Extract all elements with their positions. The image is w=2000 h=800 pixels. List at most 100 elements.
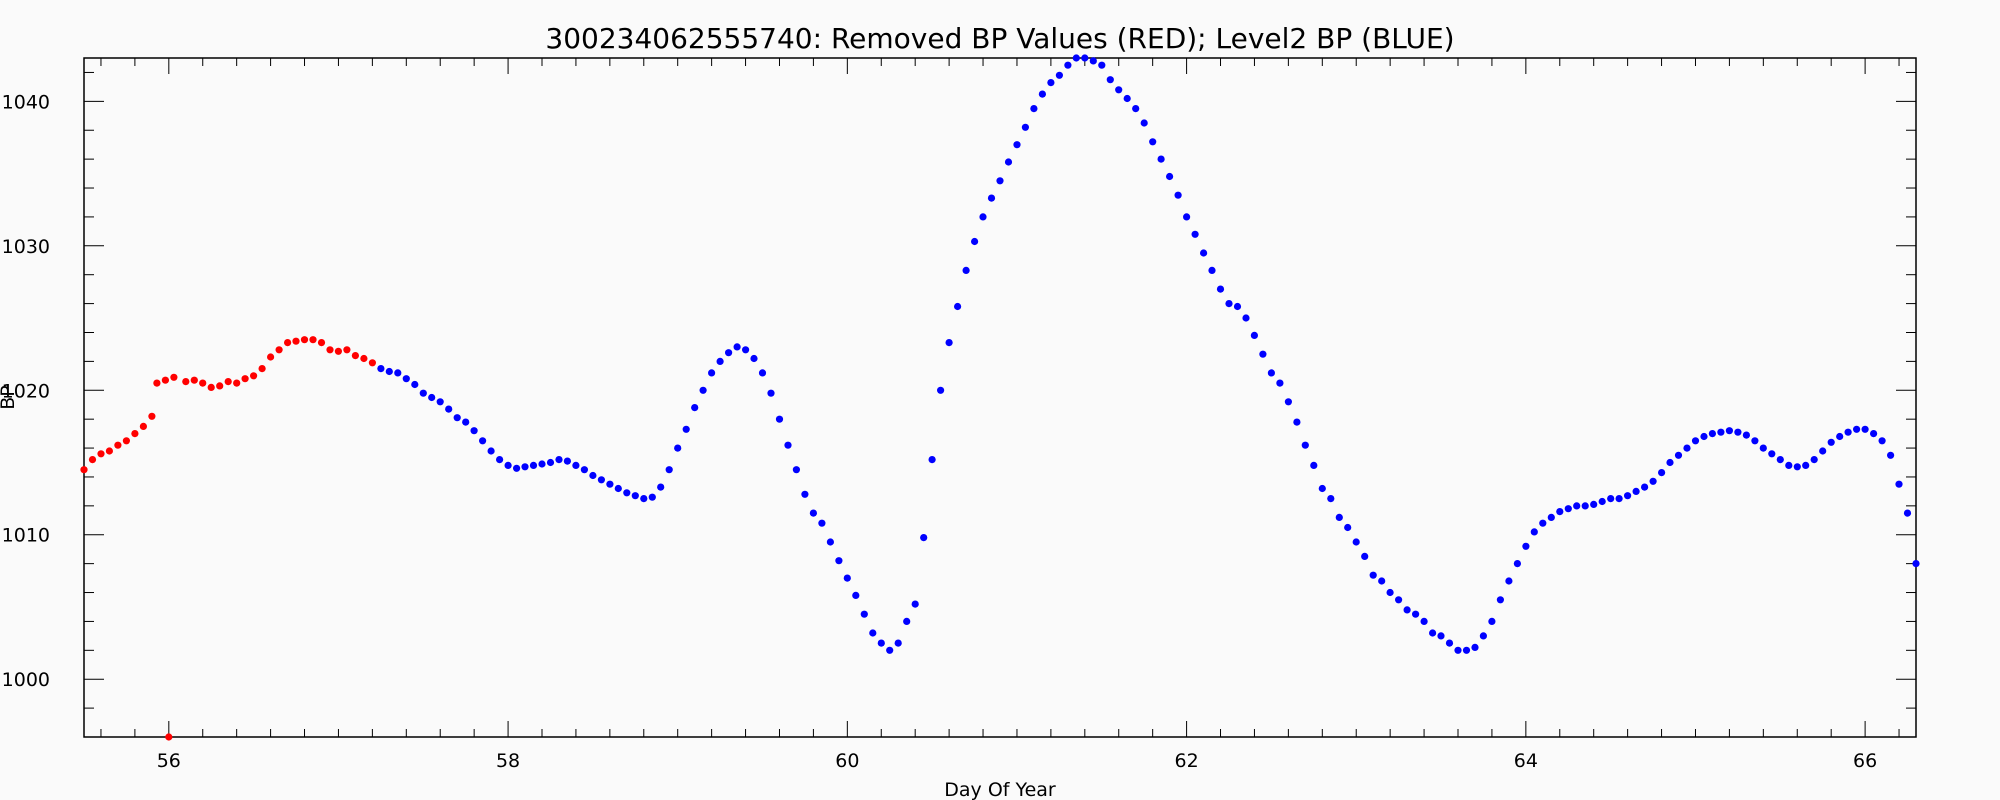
data-points bbox=[80, 54, 1920, 741]
level2-bp-point bbox=[1878, 437, 1886, 445]
removed-bp-point bbox=[343, 346, 351, 354]
level2-bp-point bbox=[691, 404, 699, 412]
removed-bp-point bbox=[122, 437, 130, 445]
level2-bp-point bbox=[580, 466, 589, 474]
level2-bp-point bbox=[1395, 596, 1403, 604]
level2-bp-point bbox=[1030, 105, 1038, 113]
level2-bp-point bbox=[860, 610, 868, 618]
level2-bp-point bbox=[1106, 76, 1114, 84]
level2-bp-point bbox=[563, 457, 572, 465]
removed-bp-point bbox=[224, 378, 232, 386]
level2-bp-point bbox=[1598, 497, 1606, 506]
x-tick-label: 64 bbox=[1514, 750, 1538, 772]
level2-bp-point bbox=[1624, 492, 1632, 500]
level2-bp-point bbox=[1132, 105, 1140, 113]
level2-bp-point bbox=[504, 461, 512, 469]
plot-area: 56 58 60 62 64 66 1000 1010 1020 1030 1040 bbox=[2, 54, 1920, 772]
level2-bp-point bbox=[445, 405, 453, 413]
level2-bp-point bbox=[470, 427, 478, 435]
level2-bp-point bbox=[1276, 379, 1284, 387]
level2-bp-point bbox=[750, 354, 758, 363]
removed-bp-point bbox=[170, 373, 178, 381]
level2-bp-point bbox=[1471, 643, 1479, 652]
level2-bp-point bbox=[377, 365, 385, 373]
level2-bp-point bbox=[428, 393, 436, 402]
level2-bp-point bbox=[1157, 155, 1165, 163]
removed-bp-point bbox=[165, 733, 173, 741]
level2-bp-point bbox=[1700, 432, 1708, 441]
level2-bp-point bbox=[1683, 444, 1691, 452]
y-axis-label: BP bbox=[0, 385, 19, 410]
removed-bp-point bbox=[360, 354, 368, 363]
level2-bp-point bbox=[1734, 428, 1742, 436]
level2-bp-point bbox=[733, 343, 741, 351]
level2-bp-point bbox=[877, 639, 885, 647]
level2-bp-point bbox=[1420, 617, 1428, 626]
level2-bp-point bbox=[920, 534, 928, 542]
level2-bp-point bbox=[1140, 119, 1148, 127]
removed-bp-point bbox=[182, 378, 190, 386]
level2-bp-point bbox=[1590, 500, 1598, 508]
level2-bp-point bbox=[979, 213, 987, 221]
level2-bp-point bbox=[1208, 266, 1216, 274]
level2-bp-point bbox=[1505, 577, 1513, 585]
level2-bp-point bbox=[1802, 461, 1810, 469]
y-tick-label: 1040 bbox=[2, 91, 50, 113]
removed-bp-point bbox=[233, 379, 241, 387]
level2-bp-point bbox=[869, 629, 877, 637]
level2-bp-point bbox=[1895, 480, 1903, 488]
level2-bp-point bbox=[945, 339, 953, 347]
level2-bp-point bbox=[1513, 560, 1521, 568]
level2-bp-point bbox=[801, 490, 809, 498]
removed-bp-point bbox=[351, 352, 359, 360]
level2-bp-point bbox=[835, 557, 843, 565]
level2-bp-point bbox=[1581, 502, 1589, 510]
level2-bp-point bbox=[1632, 487, 1640, 495]
level2-bp-point bbox=[1445, 639, 1454, 647]
removed-bp-point bbox=[292, 337, 300, 345]
level2-bp-point bbox=[1810, 456, 1818, 464]
level2-bp-point bbox=[1174, 191, 1182, 199]
level2-bp-point bbox=[1038, 90, 1046, 98]
level2-bp-point bbox=[1429, 629, 1437, 637]
level2-bp-point bbox=[436, 398, 444, 406]
removed-bp-point bbox=[190, 376, 198, 384]
level2-bp-point bbox=[453, 414, 461, 422]
level2-bp-point bbox=[546, 458, 555, 467]
level2-bp-point bbox=[1708, 430, 1716, 438]
level2-bp-point bbox=[1785, 461, 1793, 469]
level2-bp-point bbox=[1870, 430, 1878, 438]
level2-bp-point bbox=[996, 177, 1004, 185]
level2-bp-point bbox=[742, 346, 750, 354]
level2-bp-point bbox=[1751, 437, 1759, 445]
level2-bp-point bbox=[1522, 542, 1530, 550]
level2-bp-point bbox=[792, 466, 801, 474]
removed-bp-point bbox=[309, 336, 317, 344]
level2-bp-point bbox=[1462, 646, 1471, 654]
level2-bp-point bbox=[1412, 610, 1420, 618]
removed-bp-point bbox=[267, 353, 275, 361]
level2-bp-point bbox=[606, 480, 614, 488]
level2-bp-point bbox=[1674, 451, 1683, 459]
level2-bp-point bbox=[1242, 314, 1250, 322]
level2-bp-point bbox=[894, 639, 902, 647]
removed-bp-point bbox=[275, 346, 283, 354]
level2-bp-point bbox=[1658, 469, 1666, 477]
level2-bp-point bbox=[962, 266, 970, 274]
level2-bp-point bbox=[1259, 350, 1267, 358]
level2-bp-point bbox=[1742, 431, 1750, 439]
level2-bp-point bbox=[538, 460, 546, 468]
x-tick-label: 56 bbox=[157, 750, 181, 772]
removed-bp-point bbox=[241, 375, 249, 383]
removed-bp-point bbox=[199, 379, 207, 387]
level2-bp-point bbox=[1759, 444, 1767, 452]
removed-bp-point bbox=[80, 466, 88, 474]
removed-bp-point bbox=[284, 339, 292, 347]
level2-bp-point bbox=[1386, 588, 1394, 597]
level2-bp-point bbox=[1496, 596, 1504, 604]
level2-bp-point bbox=[1853, 425, 1861, 433]
level2-bp-point bbox=[1556, 508, 1564, 516]
removed-bp-point bbox=[250, 372, 258, 380]
level2-bp-point bbox=[937, 386, 945, 394]
level2-bp-point bbox=[1064, 61, 1072, 69]
